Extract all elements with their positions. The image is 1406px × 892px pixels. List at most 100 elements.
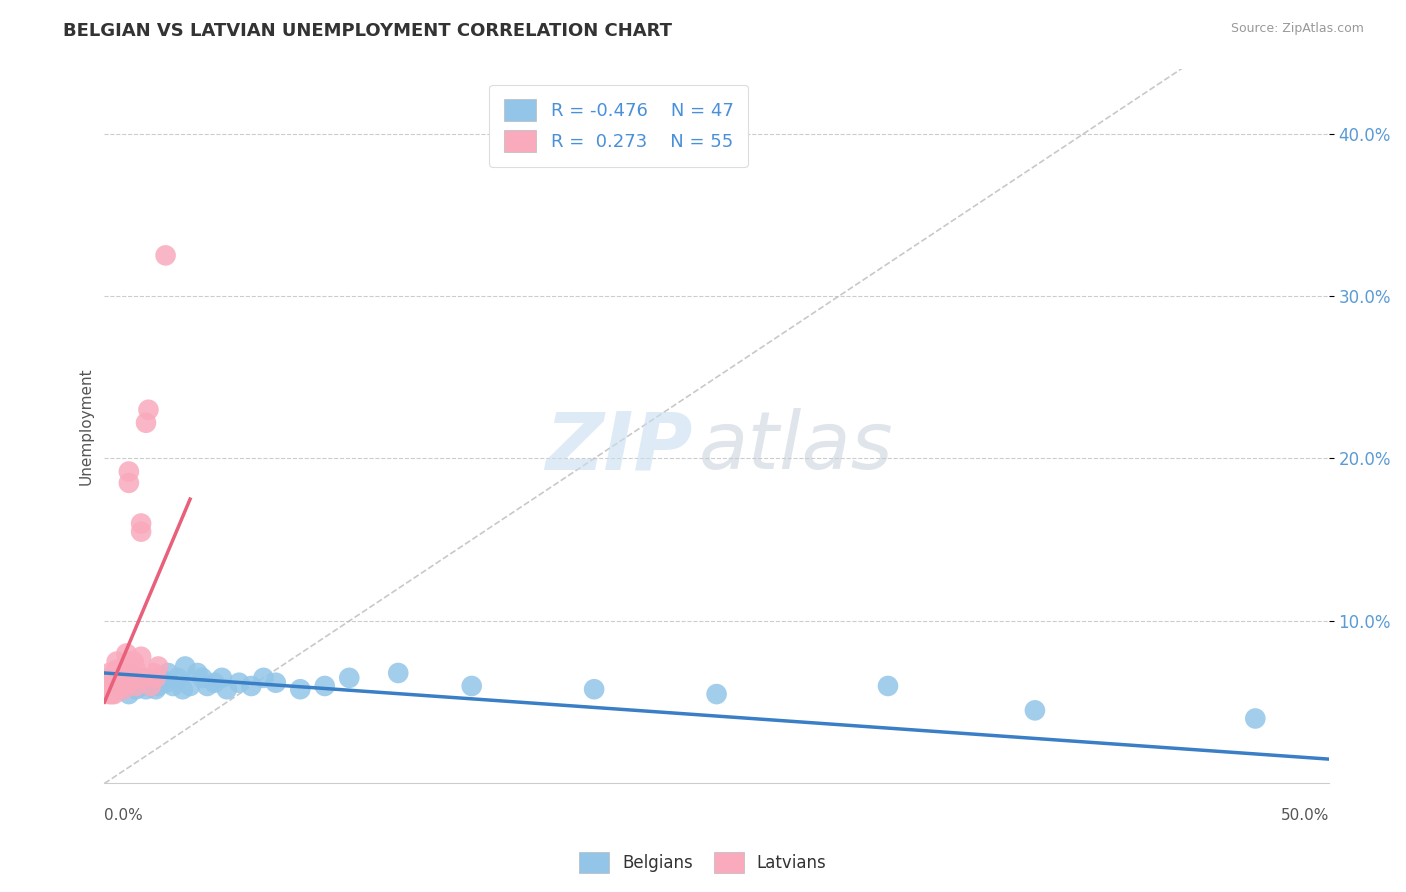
Point bbox=[211, 671, 233, 685]
Point bbox=[100, 671, 122, 685]
Point bbox=[191, 671, 214, 685]
Point bbox=[120, 671, 142, 685]
Point bbox=[186, 665, 208, 680]
Point bbox=[135, 416, 157, 430]
Point bbox=[105, 682, 128, 697]
Point bbox=[148, 659, 170, 673]
Point bbox=[155, 675, 177, 690]
Point bbox=[108, 671, 131, 685]
Point bbox=[162, 679, 184, 693]
Point bbox=[138, 674, 160, 689]
Point bbox=[172, 682, 194, 697]
Point bbox=[142, 675, 165, 690]
Point bbox=[103, 675, 125, 690]
Point bbox=[128, 675, 150, 690]
Text: Source: ZipAtlas.com: Source: ZipAtlas.com bbox=[1230, 22, 1364, 36]
Point bbox=[100, 682, 122, 697]
Point bbox=[115, 671, 138, 685]
Point bbox=[110, 671, 132, 685]
Legend: R = -0.476    N = 47, R =  0.273    N = 55: R = -0.476 N = 47, R = 0.273 N = 55 bbox=[489, 85, 748, 167]
Point bbox=[108, 671, 131, 685]
Point bbox=[110, 679, 132, 693]
Point bbox=[145, 682, 167, 697]
Point bbox=[98, 665, 121, 680]
Point bbox=[877, 679, 900, 693]
Point bbox=[460, 679, 482, 693]
Point bbox=[128, 671, 150, 685]
Legend: Belgians, Latvians: Belgians, Latvians bbox=[572, 846, 834, 880]
Point bbox=[142, 665, 165, 680]
Point bbox=[100, 675, 122, 690]
Point bbox=[120, 679, 142, 693]
Point bbox=[115, 674, 138, 689]
Point bbox=[118, 475, 141, 490]
Point bbox=[337, 671, 360, 685]
Point bbox=[125, 682, 148, 697]
Point bbox=[112, 665, 135, 680]
Point bbox=[290, 682, 312, 697]
Point bbox=[105, 671, 128, 685]
Point bbox=[105, 675, 128, 690]
Point bbox=[108, 665, 131, 680]
Point bbox=[204, 675, 226, 690]
Point bbox=[122, 671, 145, 685]
Point bbox=[103, 687, 125, 701]
Text: 50.0%: 50.0% bbox=[1281, 808, 1329, 823]
Point bbox=[100, 679, 122, 693]
Point bbox=[129, 679, 152, 693]
Point bbox=[129, 516, 152, 531]
Point bbox=[118, 665, 141, 680]
Point bbox=[149, 671, 172, 685]
Point bbox=[105, 674, 128, 689]
Point bbox=[125, 679, 148, 693]
Y-axis label: Unemployment: Unemployment bbox=[79, 368, 93, 485]
Point bbox=[1244, 711, 1267, 725]
Point bbox=[115, 647, 138, 661]
Point bbox=[228, 675, 250, 690]
Point bbox=[138, 402, 160, 417]
Point bbox=[215, 682, 238, 697]
Point bbox=[264, 675, 287, 690]
Point bbox=[98, 671, 121, 685]
Point bbox=[100, 687, 122, 701]
Point bbox=[110, 682, 132, 697]
Point bbox=[118, 665, 141, 680]
Point bbox=[118, 687, 141, 701]
Point bbox=[96, 682, 118, 697]
Point bbox=[314, 679, 336, 693]
Point bbox=[179, 679, 201, 693]
Text: BELGIAN VS LATVIAN UNEMPLOYMENT CORRELATION CHART: BELGIAN VS LATVIAN UNEMPLOYMENT CORRELAT… bbox=[63, 22, 672, 40]
Point bbox=[118, 675, 141, 690]
Point bbox=[157, 665, 180, 680]
Point bbox=[105, 663, 128, 677]
Point bbox=[583, 682, 606, 697]
Point bbox=[125, 663, 148, 677]
Point bbox=[132, 671, 155, 685]
Point bbox=[112, 679, 135, 693]
Point bbox=[118, 655, 141, 669]
Point bbox=[108, 675, 131, 690]
Point bbox=[706, 687, 728, 701]
Point bbox=[1024, 703, 1046, 717]
Point bbox=[387, 665, 409, 680]
Point bbox=[105, 655, 128, 669]
Point bbox=[129, 649, 152, 664]
Text: atlas: atlas bbox=[699, 409, 894, 486]
Point bbox=[110, 675, 132, 690]
Point bbox=[132, 671, 155, 685]
Point bbox=[166, 671, 188, 685]
Point bbox=[103, 682, 125, 697]
Point bbox=[118, 465, 141, 479]
Point bbox=[103, 665, 125, 680]
Point bbox=[105, 679, 128, 693]
Point bbox=[252, 671, 274, 685]
Point bbox=[112, 682, 135, 697]
Point bbox=[96, 675, 118, 690]
Point bbox=[98, 687, 121, 701]
Text: ZIP: ZIP bbox=[546, 409, 692, 486]
Point bbox=[174, 659, 197, 673]
Point bbox=[155, 248, 177, 262]
Point bbox=[103, 679, 125, 693]
Point bbox=[129, 524, 152, 539]
Point bbox=[145, 671, 167, 685]
